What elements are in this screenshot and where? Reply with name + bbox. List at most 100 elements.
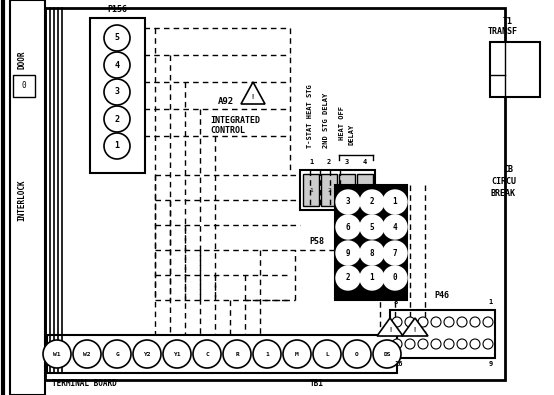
Polygon shape bbox=[402, 318, 428, 336]
Circle shape bbox=[405, 317, 415, 327]
Text: P46: P46 bbox=[434, 290, 449, 299]
Circle shape bbox=[360, 266, 384, 290]
Circle shape bbox=[470, 317, 480, 327]
Circle shape bbox=[223, 340, 251, 368]
Text: 0: 0 bbox=[393, 273, 397, 282]
Text: 3: 3 bbox=[115, 88, 120, 96]
Text: T1: T1 bbox=[503, 17, 513, 26]
Circle shape bbox=[457, 339, 467, 349]
Circle shape bbox=[405, 339, 415, 349]
Text: 3: 3 bbox=[346, 198, 350, 207]
Text: 1: 1 bbox=[115, 141, 120, 150]
Bar bbox=[303, 174, 319, 206]
Text: TERMINAL BOARD: TERMINAL BOARD bbox=[52, 378, 117, 387]
Text: 1: 1 bbox=[265, 352, 269, 357]
Text: 9: 9 bbox=[489, 361, 493, 367]
Text: C: C bbox=[205, 352, 209, 357]
Circle shape bbox=[470, 339, 480, 349]
Bar bbox=[339, 174, 355, 206]
Circle shape bbox=[444, 317, 454, 327]
Circle shape bbox=[133, 340, 161, 368]
Text: R: R bbox=[235, 352, 239, 357]
Text: 2ND STG DELAY: 2ND STG DELAY bbox=[323, 93, 329, 148]
Text: HEAT OFF: HEAT OFF bbox=[339, 106, 345, 140]
Text: 1: 1 bbox=[393, 198, 397, 207]
Text: !: ! bbox=[413, 327, 417, 333]
Circle shape bbox=[392, 317, 402, 327]
Text: 16: 16 bbox=[394, 361, 403, 367]
Text: 0: 0 bbox=[22, 81, 26, 90]
Text: 7: 7 bbox=[393, 248, 397, 258]
Text: 4: 4 bbox=[393, 222, 397, 231]
Polygon shape bbox=[241, 82, 265, 104]
Circle shape bbox=[253, 340, 281, 368]
Text: M: M bbox=[295, 352, 299, 357]
Bar bbox=[321, 174, 337, 206]
Text: TB1: TB1 bbox=[310, 378, 324, 387]
Circle shape bbox=[343, 340, 371, 368]
Text: 1: 1 bbox=[309, 188, 313, 192]
Text: INTEGRATED
CONTROL: INTEGRATED CONTROL bbox=[210, 116, 260, 135]
Circle shape bbox=[336, 266, 360, 290]
Text: 2: 2 bbox=[327, 159, 331, 165]
Text: Y2: Y2 bbox=[143, 352, 151, 357]
Bar bbox=[300, 170, 375, 210]
Circle shape bbox=[383, 241, 407, 265]
Text: !: ! bbox=[251, 94, 255, 100]
Bar bbox=[47, 335, 397, 373]
Circle shape bbox=[193, 340, 221, 368]
Text: 6: 6 bbox=[346, 222, 350, 231]
Text: INTERLOCK: INTERLOCK bbox=[18, 179, 27, 221]
Circle shape bbox=[431, 317, 441, 327]
Text: 3: 3 bbox=[345, 159, 349, 165]
Circle shape bbox=[431, 339, 441, 349]
Circle shape bbox=[104, 133, 130, 159]
Circle shape bbox=[104, 106, 130, 132]
Text: P156: P156 bbox=[107, 6, 127, 15]
Text: !: ! bbox=[388, 327, 392, 333]
Circle shape bbox=[392, 339, 402, 349]
Text: TRANSF: TRANSF bbox=[488, 28, 518, 36]
Circle shape bbox=[104, 52, 130, 78]
Bar bbox=[90, 18, 145, 173]
Text: 2: 2 bbox=[115, 115, 120, 124]
Circle shape bbox=[336, 241, 360, 265]
Text: 3: 3 bbox=[345, 188, 349, 192]
Bar bbox=[390, 310, 495, 358]
Text: CIRCU: CIRCU bbox=[491, 177, 516, 186]
Circle shape bbox=[43, 340, 71, 368]
Bar bbox=[13, 75, 35, 97]
Circle shape bbox=[373, 340, 401, 368]
Circle shape bbox=[360, 190, 384, 214]
Text: 2: 2 bbox=[370, 198, 375, 207]
Text: 2: 2 bbox=[346, 273, 350, 282]
Bar bbox=[10, 0, 45, 395]
Text: L: L bbox=[325, 352, 329, 357]
Circle shape bbox=[283, 340, 311, 368]
Circle shape bbox=[418, 317, 428, 327]
Text: BREAK: BREAK bbox=[490, 190, 516, 199]
Text: 9: 9 bbox=[346, 248, 350, 258]
Text: 1: 1 bbox=[309, 159, 313, 165]
Circle shape bbox=[383, 215, 407, 239]
Text: 1: 1 bbox=[489, 299, 493, 305]
Text: W1: W1 bbox=[53, 352, 61, 357]
Circle shape bbox=[104, 25, 130, 51]
Circle shape bbox=[360, 241, 384, 265]
Text: 8: 8 bbox=[394, 299, 398, 305]
Circle shape bbox=[457, 317, 467, 327]
Text: G: G bbox=[115, 352, 119, 357]
Circle shape bbox=[336, 215, 360, 239]
Text: 5: 5 bbox=[115, 34, 120, 43]
Circle shape bbox=[163, 340, 191, 368]
Circle shape bbox=[73, 340, 101, 368]
Text: Y1: Y1 bbox=[173, 352, 181, 357]
Bar bbox=[490, 42, 540, 97]
Circle shape bbox=[383, 266, 407, 290]
Text: T-STAT HEAT STG: T-STAT HEAT STG bbox=[307, 84, 313, 148]
Circle shape bbox=[313, 340, 341, 368]
Circle shape bbox=[383, 190, 407, 214]
Text: O: O bbox=[355, 352, 359, 357]
Bar bbox=[357, 174, 373, 206]
Text: 4: 4 bbox=[115, 60, 120, 70]
